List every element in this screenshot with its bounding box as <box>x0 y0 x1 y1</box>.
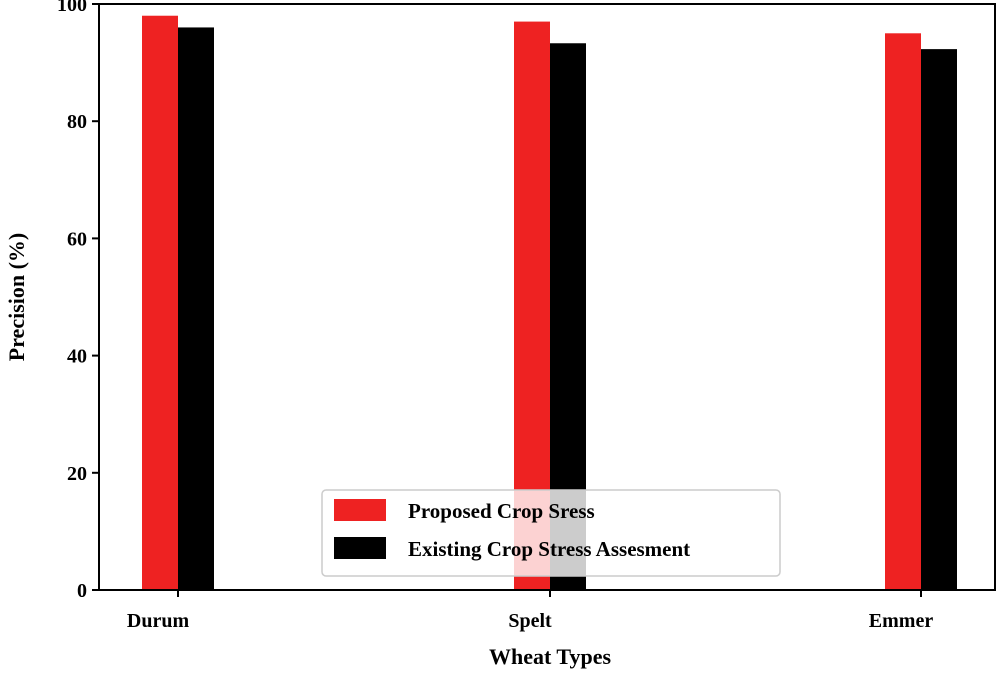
y-tick-label: 100 <box>57 0 87 16</box>
legend-label: Proposed Crop Sress <box>408 499 595 523</box>
legend: Proposed Crop Sress Existing Crop Stress … <box>321 489 781 577</box>
y-tick-label: 40 <box>67 346 87 368</box>
legend-box <box>321 489 781 577</box>
y-tick-label: 60 <box>67 228 87 250</box>
bar-emmer-series-1 <box>885 33 921 591</box>
legend-swatch <box>334 537 386 559</box>
x-tick-label: Spelt <box>508 610 552 632</box>
bar-durum-series-1 <box>142 15 178 591</box>
bar-durum-series-2 <box>178 27 214 590</box>
x-tick-label: Durum <box>127 610 190 632</box>
y-axis-label: Precision (%) <box>4 233 29 362</box>
bar-emmer-series-2 <box>921 49 957 590</box>
y-tick-label: 0 <box>77 580 87 602</box>
y-tick-label: 80 <box>67 111 87 133</box>
y-tick-label: 20 <box>67 463 87 485</box>
legend-label: Existing Crop Stress Assesment <box>408 537 690 561</box>
x-tick-label: Emmer <box>869 610 934 632</box>
ticks-layer: 0 20 40 60 80 100 Durum Spelt Emmer <box>57 0 933 632</box>
x-axis-label: Wheat Types <box>489 644 611 669</box>
plot-frame <box>98 3 996 591</box>
legend-swatch <box>334 499 386 521</box>
